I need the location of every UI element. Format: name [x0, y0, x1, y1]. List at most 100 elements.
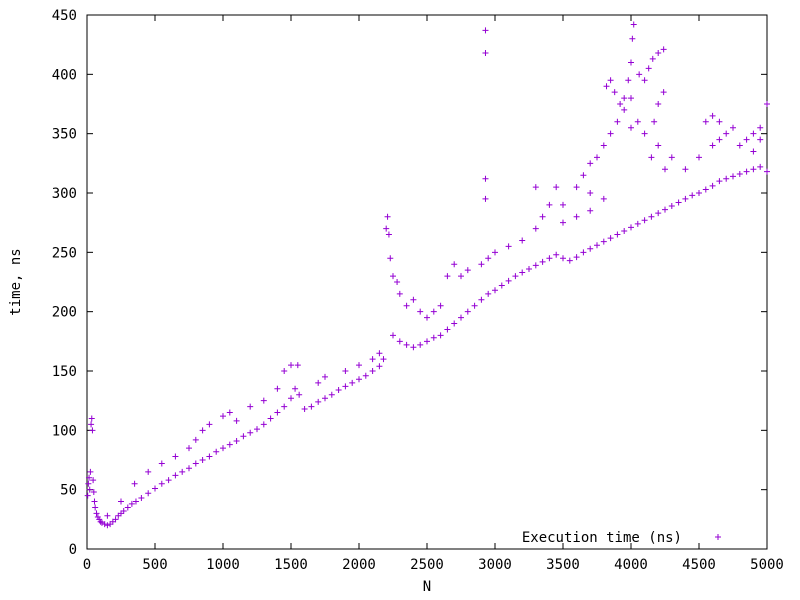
data-point [281, 403, 288, 410]
data-point [233, 417, 240, 424]
data-point [296, 391, 303, 398]
data-point [689, 192, 696, 199]
data-point [634, 220, 641, 227]
data-point [89, 427, 96, 434]
data-point [594, 242, 600, 249]
data-point [485, 290, 492, 297]
data-point [199, 457, 206, 463]
data-point [437, 332, 444, 339]
data-point [396, 338, 403, 345]
data-point [226, 409, 233, 416]
data-point [152, 485, 158, 492]
data-point [403, 302, 410, 309]
data-point [247, 403, 254, 410]
data-point [199, 427, 206, 434]
data-point [614, 118, 621, 125]
y-tick-label: 300 [52, 186, 77, 202]
data-point [93, 510, 100, 517]
data-point [505, 243, 512, 250]
x-tick-label: 1500 [274, 557, 308, 573]
data-point [709, 142, 716, 149]
data-point [649, 55, 656, 62]
data-point [723, 175, 730, 182]
data-point [451, 261, 458, 268]
legend-marker-symbol [715, 534, 721, 540]
data-point [716, 136, 723, 143]
data-point [600, 195, 607, 202]
data-point [485, 255, 492, 262]
data-point [424, 314, 430, 321]
data-point [206, 453, 213, 460]
data-point [101, 521, 108, 528]
data-point [294, 362, 301, 369]
data-point [87, 468, 94, 475]
data-point [369, 368, 376, 374]
data-point [385, 231, 392, 238]
data-point [322, 373, 328, 380]
data-point [158, 460, 165, 467]
data-point [675, 199, 682, 206]
data-point [342, 383, 349, 390]
data-point [128, 500, 135, 507]
data-point [220, 445, 226, 452]
data-point [498, 282, 505, 289]
data-point [553, 184, 560, 191]
data-point [315, 398, 322, 405]
data-point [580, 172, 587, 179]
data-point [662, 206, 668, 213]
data-point [254, 426, 260, 433]
data-point [526, 265, 532, 272]
data-point [88, 421, 95, 428]
data-point [492, 287, 498, 294]
data-point [617, 101, 624, 107]
data-point [369, 356, 376, 363]
data-point [226, 441, 233, 448]
y-axis-label: time, ns [8, 248, 24, 315]
data-point [660, 89, 667, 96]
data-point [702, 186, 709, 193]
data-point [478, 296, 485, 303]
data-point [356, 362, 362, 369]
data-point [641, 77, 648, 84]
data-point [587, 207, 594, 214]
data-point [629, 35, 636, 42]
data-point [192, 460, 199, 467]
data-point [206, 421, 213, 428]
data-point [539, 213, 546, 220]
data-point [396, 290, 403, 297]
data-point [546, 255, 553, 262]
data-point [138, 494, 145, 501]
y-tick-label: 450 [52, 8, 77, 24]
data-point [709, 182, 716, 189]
x-axis-ticks: 0 500 1000 1500 2000 2500 3000 3500 4000 4500 5000 [83, 15, 784, 573]
data-point [410, 344, 417, 351]
data-point [403, 341, 410, 348]
data-point [444, 273, 451, 280]
data-point [743, 136, 750, 143]
data-point [668, 154, 675, 161]
data-point [539, 258, 546, 265]
data-point [716, 178, 723, 185]
data-point [648, 154, 655, 161]
y-tick-label: 150 [52, 364, 77, 380]
data-point [112, 516, 119, 523]
x-tick-label: 2000 [342, 557, 376, 573]
data-point [464, 308, 471, 315]
y-axis-ticks: 0 50 100 150 200 250 300 350 400 450 [52, 8, 767, 558]
data-point [625, 77, 632, 84]
data-point [417, 341, 424, 348]
data-point [614, 231, 621, 238]
x-tick-label: 3000 [478, 557, 512, 573]
data-point [636, 71, 643, 78]
data-point [750, 148, 757, 155]
x-tick-label: 2500 [410, 557, 444, 573]
data-point [702, 118, 709, 125]
data-point [736, 171, 743, 178]
data-point [274, 409, 281, 416]
data-point [220, 413, 226, 420]
y-tick-label: 50 [60, 483, 77, 499]
data-point [532, 225, 539, 232]
data-point [86, 486, 93, 493]
data-point [267, 415, 274, 422]
data-point [145, 490, 152, 497]
